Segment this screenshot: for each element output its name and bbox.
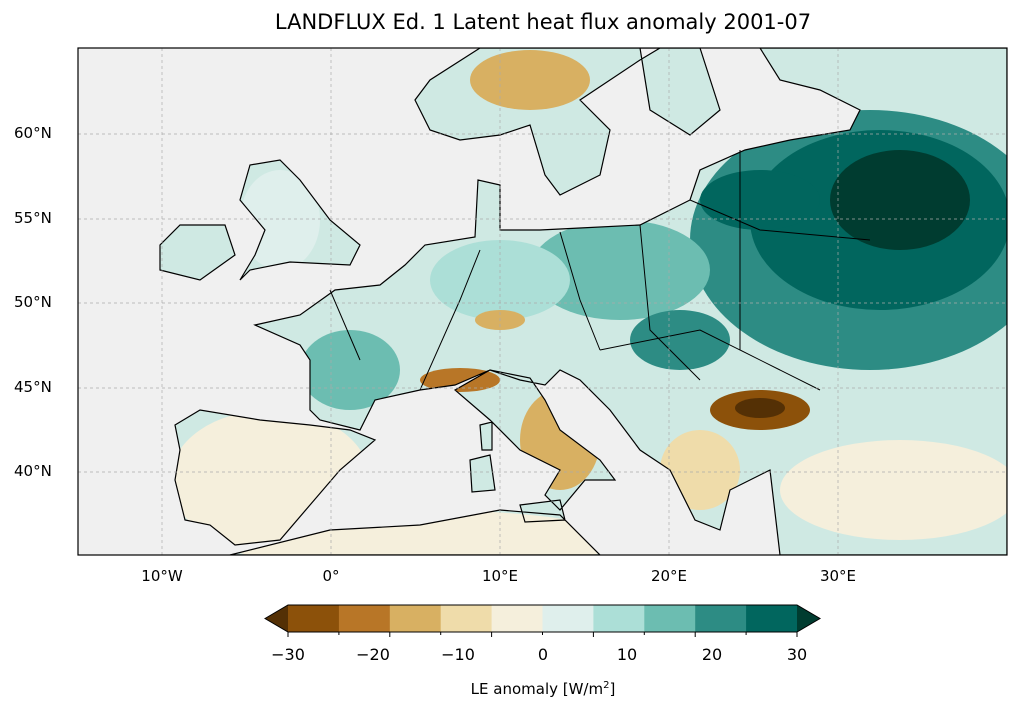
colorbar-tick-label: −20	[356, 645, 390, 664]
lat-label: 40°N	[14, 462, 52, 480]
colorbar-extend-low	[265, 605, 288, 632]
lat-label: 60°N	[14, 124, 52, 142]
lon-label: 0°	[322, 567, 340, 585]
lon-label: 10°E	[481, 567, 519, 585]
colorbar-segment	[288, 605, 340, 632]
lon-label: 10°W	[141, 567, 183, 585]
colorbar-segment	[338, 605, 391, 632]
lon-label: 30°E	[819, 567, 857, 585]
colorbar-title-text: LE anomaly [W/m	[470, 680, 604, 698]
colorbar-segment	[491, 605, 543, 632]
colorbar-tick-label: −10	[441, 645, 475, 664]
colorbar-title-sup: 2	[603, 680, 610, 691]
colorbar-segment	[440, 605, 493, 632]
colorbar-title-end: ]	[609, 680, 616, 698]
colorbar-segment	[593, 605, 645, 632]
colorbar-tick-label: 10	[616, 645, 638, 664]
colorbar-tick-label: −30	[271, 645, 305, 664]
colorbar-tick-label: 0	[537, 645, 549, 664]
colorbar-tick-label: 30	[786, 645, 808, 664]
colorbar-segment	[389, 605, 442, 632]
map-title: LANDFLUX Ed. 1 Latent heat flux anomaly …	[274, 10, 812, 34]
colorbar	[264, 604, 821, 637]
colorbar-segment	[644, 605, 696, 632]
country-borders	[329, 150, 871, 391]
colorbar-tick-label: 20	[701, 645, 723, 664]
colorbar-segment	[746, 605, 798, 632]
colorbar-extend-high	[797, 605, 820, 632]
lat-label: 55°N	[14, 209, 52, 227]
lon-label: 20°E	[650, 567, 688, 585]
gridlines	[78, 48, 1007, 555]
colorbar-segment	[542, 605, 594, 632]
map-frame	[77, 47, 1008, 556]
colorbar-segment	[695, 605, 747, 632]
lat-label: 50°N	[14, 293, 52, 311]
lat-label: 45°N	[14, 378, 52, 396]
colorbar-title: LE anomaly [W/m2]	[471, 680, 616, 698]
